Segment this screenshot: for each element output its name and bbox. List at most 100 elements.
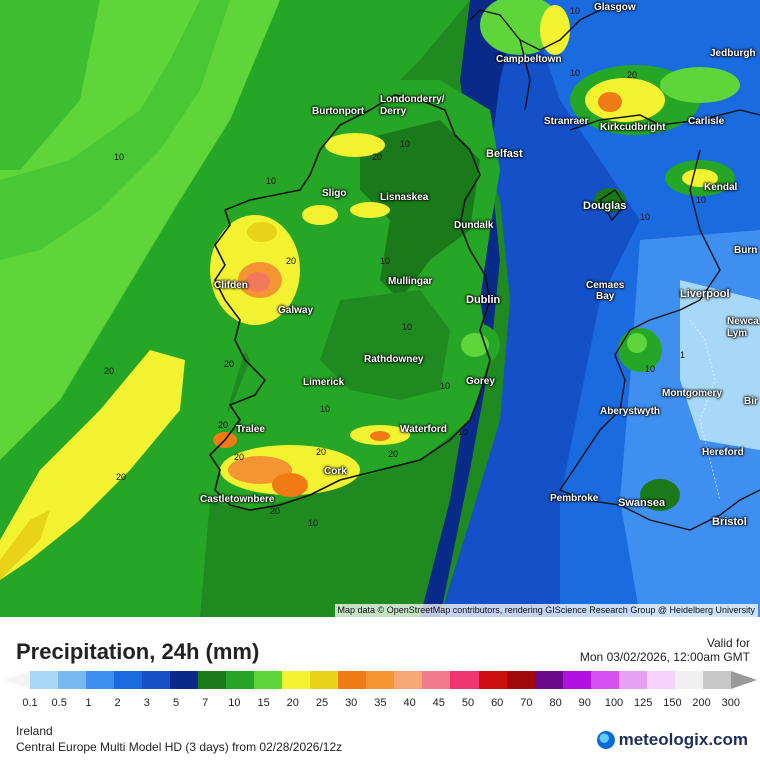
city-cork[interactable]: Cork	[324, 466, 347, 477]
city-aberystwyth[interactable]: Aberystwyth	[600, 406, 661, 417]
contour-label: 1	[680, 350, 686, 360]
city-liverpool[interactable]: Liverpool	[680, 288, 730, 300]
scale-swatch	[310, 671, 339, 689]
city-kendal[interactable]: Kendal	[704, 182, 738, 193]
contour-label: 20	[372, 152, 383, 162]
contour-label: 20	[234, 452, 245, 462]
meteologix-logo[interactable]: meteologix.com	[596, 730, 748, 750]
contour-label: 10	[380, 256, 391, 266]
scale-tick: 0.1	[22, 697, 38, 709]
scale-swatch	[590, 671, 619, 689]
precipitation-field	[0, 0, 760, 617]
scale-swatch	[366, 671, 395, 689]
city-mullingar[interactable]: Mullingar	[388, 276, 433, 287]
scale-tick: 150	[663, 697, 682, 709]
scale-tick: 60	[491, 697, 504, 709]
city-carlisle[interactable]: Carlisle	[688, 116, 725, 127]
contour-label: 20	[286, 256, 297, 266]
contour-label: 10	[570, 6, 581, 16]
map-attribution[interactable]: Map data © OpenStreetMap contributors, r…	[334, 604, 758, 617]
scale-tick: 25	[315, 697, 329, 709]
contour-label: 10	[645, 364, 656, 374]
city-dundalk[interactable]: Dundalk	[454, 220, 494, 231]
city-jedburgh[interactable]: Jedburgh	[710, 48, 756, 59]
scale-swatch	[394, 671, 423, 689]
scale-swatch	[254, 671, 283, 689]
scale-swatch	[338, 671, 367, 689]
legend-footer: Precipitation, 24h (mm) Valid for Mon 03…	[0, 617, 760, 760]
city-castletownbere[interactable]: Castletownbere	[200, 494, 275, 505]
model-info: Central Europe Multi Model HD (3 days) f…	[16, 740, 343, 754]
city-gorey[interactable]: Gorey	[466, 376, 495, 387]
contour-label: 10	[114, 152, 125, 162]
contour-label: 10	[320, 404, 331, 414]
scale-swatch	[282, 671, 311, 689]
city-kirkcudbright[interactable]: Kirkcudbright	[600, 122, 666, 133]
contour-label: 10	[458, 427, 469, 437]
city-glasgow[interactable]: Glasgow	[594, 2, 636, 13]
legend-min-arrow	[4, 671, 30, 689]
city-dublin[interactable]: Dublin	[466, 294, 501, 306]
scale-tick: 125	[634, 697, 653, 709]
contour-label: 10	[402, 322, 413, 332]
valid-date: Mon 03/02/2026, 12:00am GMT	[579, 650, 750, 664]
city-bristol[interactable]: Bristol	[712, 516, 747, 528]
city-rathdowney[interactable]: Rathdowney	[364, 354, 424, 365]
region-name: Ireland	[16, 724, 53, 738]
scale-swatch	[422, 671, 451, 689]
contour-label: 20	[116, 472, 127, 482]
city-cemaes-bay[interactable]: Cemaes Bay	[586, 280, 625, 302]
scale-tick: 1	[85, 697, 92, 709]
city-burn[interactable]: Burn	[734, 245, 758, 256]
contour-label: 20	[627, 70, 638, 80]
city-campbeltown[interactable]: Campbeltown	[496, 54, 562, 65]
scale-tick: 15	[257, 697, 270, 709]
scale-swatch	[450, 671, 479, 689]
city-belfast[interactable]: Belfast	[486, 148, 523, 160]
scale-tick: 3	[143, 697, 150, 709]
city-stranraer[interactable]: Stranraer	[544, 116, 589, 127]
city-lisnaskea[interactable]: Lisnaskea	[380, 192, 429, 203]
city-douglas[interactable]: Douglas	[583, 200, 627, 212]
city-birmingham[interactable]: Bir	[744, 396, 758, 407]
city-newcastle-lyme[interactable]: Newca Lym	[727, 316, 759, 339]
city-tralee[interactable]: Tralee	[236, 424, 265, 435]
contour-label: 10	[696, 195, 707, 205]
scale-swatch	[30, 671, 59, 689]
scale-tick: 2	[114, 697, 121, 709]
scale-tick: 0.5	[51, 697, 67, 709]
map-title: Precipitation, 24h (mm)	[16, 639, 260, 664]
city-montgomery[interactable]: Montgomery	[662, 388, 722, 399]
city-burtonport[interactable]: Burtonport	[312, 106, 365, 117]
scale-swatch	[618, 671, 647, 689]
scale-swatch	[58, 671, 87, 689]
city-hereford[interactable]: Hereford	[702, 447, 744, 458]
contour-label: 20	[316, 447, 327, 457]
scale-swatch	[674, 671, 703, 689]
scale-swatch	[114, 671, 143, 689]
contour-label: 10	[640, 212, 651, 222]
contour-label: 10	[266, 176, 277, 186]
scale-swatch	[506, 671, 535, 689]
scale-tick: 70	[520, 697, 533, 709]
scale-tick: 100	[604, 697, 624, 709]
city-londonderry[interactable]: Londonderry/ Derry	[380, 94, 445, 117]
scale-swatch	[226, 671, 255, 689]
city-galway[interactable]: Galway	[278, 305, 314, 316]
scale-swatch	[170, 671, 199, 689]
city-swansea[interactable]: Swansea	[618, 497, 666, 509]
precipitation-map[interactable]: Glasgow Campbeltown Jedburgh Londonderry…	[0, 0, 760, 617]
contour-label: 20	[224, 359, 235, 369]
legend-max-arrow	[731, 671, 757, 689]
scale-tick: 50	[461, 697, 475, 709]
scale-tick: 80	[549, 697, 562, 709]
city-clifden[interactable]: Clifden	[214, 280, 248, 291]
city-sligo[interactable]: Sligo	[322, 188, 347, 199]
city-pembroke[interactable]: Pembroke	[550, 493, 599, 504]
logo-text: meteologix.com	[618, 730, 748, 749]
scale-swatch	[198, 671, 227, 689]
city-limerick[interactable]: Limerick	[303, 377, 345, 388]
scale-swatch	[534, 671, 563, 689]
contour-label: 20	[104, 366, 115, 376]
city-waterford[interactable]: Waterford	[400, 424, 447, 435]
